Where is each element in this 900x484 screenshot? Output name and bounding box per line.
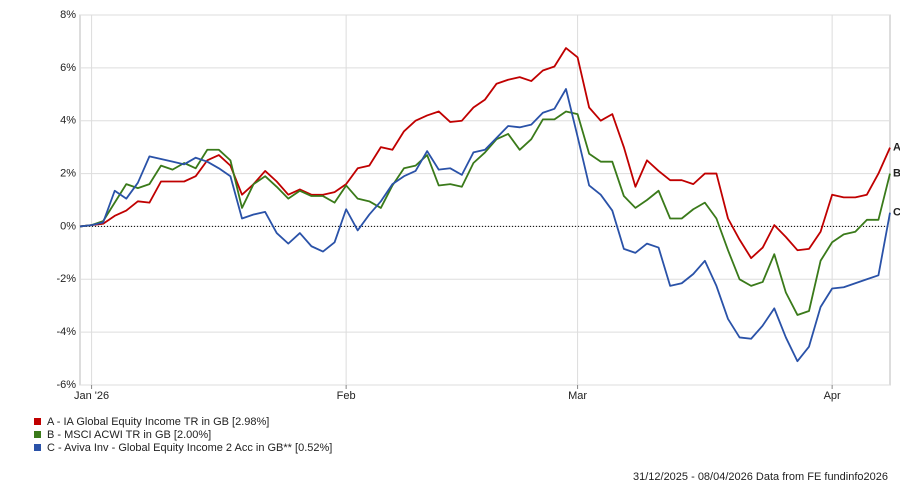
y-tick-label: 8%	[60, 9, 76, 21]
end-label: A	[893, 142, 900, 154]
y-tick-label: 6%	[60, 62, 76, 74]
y-tick-label: -4%	[56, 326, 76, 338]
series-line	[79, 88, 891, 363]
x-tick-label: Feb	[337, 390, 356, 402]
series-line	[79, 47, 891, 260]
x-tick-label: Apr	[824, 390, 841, 402]
x-tick-label: Mar	[568, 390, 587, 402]
legend-label: B - MSCI ACWI TR in GB [2.00%]	[47, 429, 211, 441]
legend-swatch	[34, 418, 41, 425]
x-tick-label: Jan '26	[74, 390, 109, 402]
legend-swatch	[34, 444, 41, 451]
y-tick-label: 0%	[60, 220, 76, 232]
y-tick-label: 2%	[60, 167, 76, 179]
y-tick-label: -6%	[56, 379, 76, 391]
y-tick-label: -2%	[56, 273, 76, 285]
legend-swatch	[34, 431, 41, 438]
series-line	[79, 110, 891, 316]
footer: 31/12/2025 - 08/04/2026 Data from FE fun…	[633, 471, 888, 483]
end-label: C	[893, 207, 900, 219]
y-tick-label: 4%	[60, 115, 76, 127]
plot-frame	[79, 14, 891, 386]
legend-label: A - IA Global Equity Income TR in GB [2.…	[47, 416, 269, 428]
end-label: B	[893, 167, 900, 179]
legend-label: C - Aviva Inv - Global Equity Income 2 A…	[47, 442, 332, 454]
